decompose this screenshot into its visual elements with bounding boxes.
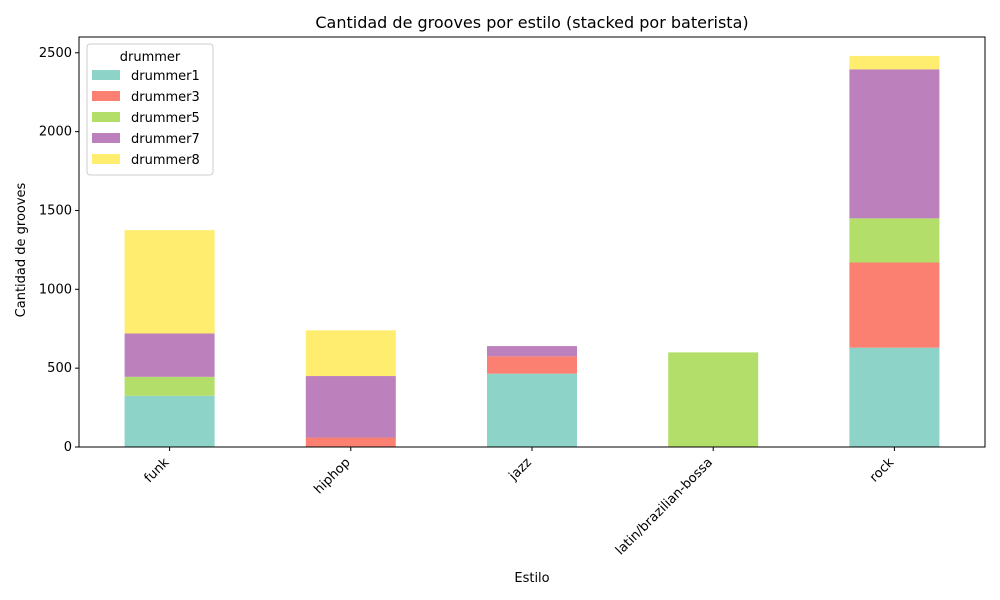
y-tick-label: 1500 xyxy=(39,203,72,218)
bar-segment xyxy=(849,69,940,219)
bar-segment xyxy=(124,395,215,447)
x-axis-title: Estilo xyxy=(514,571,549,586)
bar-segment xyxy=(124,230,215,334)
legend-label: drummer1 xyxy=(131,69,200,84)
legend-swatch xyxy=(92,154,120,164)
bar-segment xyxy=(487,346,577,357)
x-tick-label: latin/brazilian-bossa xyxy=(613,455,716,558)
legend: drummer drummer1 drummer3 drummer5 drummer7… xyxy=(86,43,214,176)
legend-swatch xyxy=(92,133,120,143)
bar-segment xyxy=(124,333,215,377)
bar-segment xyxy=(124,376,215,396)
legend-label: drummer5 xyxy=(131,111,200,126)
legend-label: drummer3 xyxy=(131,90,200,105)
legend-swatch xyxy=(92,91,120,101)
x-tick-label: jazz xyxy=(506,455,535,484)
y-tick-label: 500 xyxy=(47,361,72,376)
y-tick-label: 1000 xyxy=(39,282,72,297)
chart-title: Cantidad de grooves por estilo (stacked … xyxy=(315,13,748,32)
legend-label: drummer8 xyxy=(131,153,200,168)
bar-segment xyxy=(305,376,396,438)
bar-segment xyxy=(305,437,396,447)
bar-segment xyxy=(668,352,759,447)
legend-swatch xyxy=(92,70,120,80)
x-tick-label: hiphop xyxy=(312,455,354,497)
y-tick-label: 2500 xyxy=(39,46,72,61)
y-axis-title: Cantidad de grooves xyxy=(14,182,29,317)
bar-segment xyxy=(849,347,940,447)
x-tick-label: rock xyxy=(867,455,898,486)
y-tick-label: 2000 xyxy=(39,125,72,140)
legend-label: drummer7 xyxy=(131,132,200,147)
bar-segment xyxy=(849,55,940,70)
bar-segment xyxy=(487,373,577,447)
bar-segment xyxy=(849,218,940,263)
legend-swatch xyxy=(92,112,120,122)
x-tick-label: funk xyxy=(142,455,173,486)
bar-segment xyxy=(849,262,940,348)
legend-title: drummer xyxy=(120,50,181,65)
y-tick-label: 0 xyxy=(64,440,72,455)
bar-segment xyxy=(305,330,396,377)
bar-segment xyxy=(487,356,577,374)
